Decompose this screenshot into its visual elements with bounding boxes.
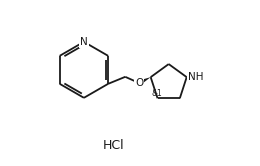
Text: &1: &1 <box>152 89 162 98</box>
Text: O: O <box>135 78 143 88</box>
Text: NH: NH <box>187 72 203 82</box>
Polygon shape <box>138 77 151 85</box>
Text: HCl: HCl <box>103 139 124 152</box>
Text: N: N <box>80 37 88 47</box>
